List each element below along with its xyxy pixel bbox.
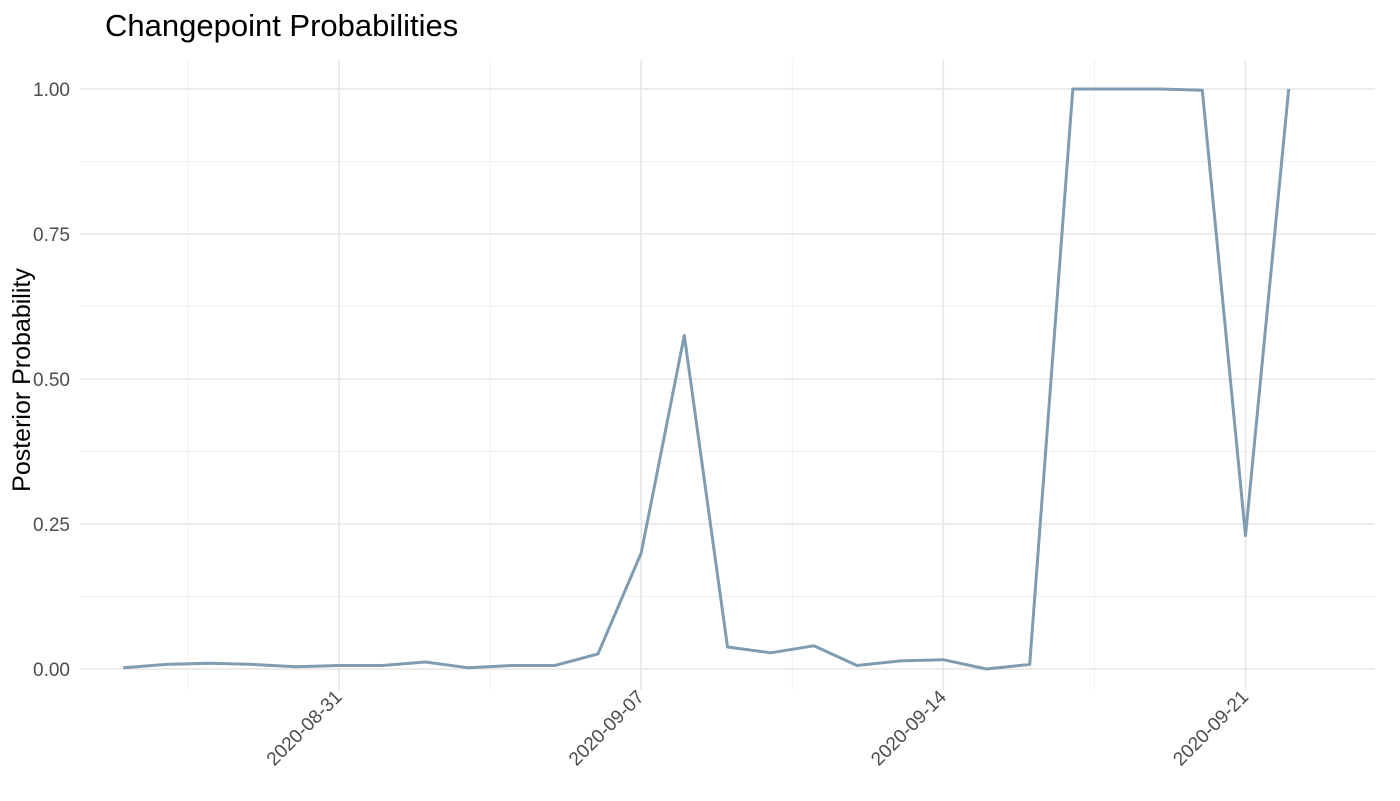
y-tick-label: 0.00 bbox=[33, 660, 70, 681]
y-tick-label: 0.50 bbox=[33, 370, 70, 391]
y-axis-title: Posterior Probability bbox=[8, 268, 36, 492]
series-layer bbox=[123, 87, 1291, 671]
y-tick-label: 0.75 bbox=[33, 225, 70, 246]
x-tick-label: 2020-09-21 bbox=[1169, 687, 1253, 771]
x-tick-label: 2020-08-31 bbox=[263, 687, 347, 771]
y-axis-tick-labels: 0.00 0.25 0.50 0.75 1.00 bbox=[33, 80, 70, 681]
y-tick-label: 1.00 bbox=[33, 80, 70, 101]
x-tick-label: 2020-09-14 bbox=[867, 686, 951, 770]
chart-title: Changepoint Probabilities bbox=[105, 8, 459, 43]
minor-gridlines bbox=[80, 60, 1375, 690]
y-tick-label: 0.25 bbox=[33, 515, 70, 536]
x-axis-tick-labels: 2020-08-31 2020-09-07 2020-09-14 2020-09-21 bbox=[263, 686, 1253, 770]
series-line bbox=[123, 87, 1291, 671]
x-tick-label: 2020-09-07 bbox=[565, 687, 649, 771]
major-gridlines bbox=[80, 60, 1375, 690]
